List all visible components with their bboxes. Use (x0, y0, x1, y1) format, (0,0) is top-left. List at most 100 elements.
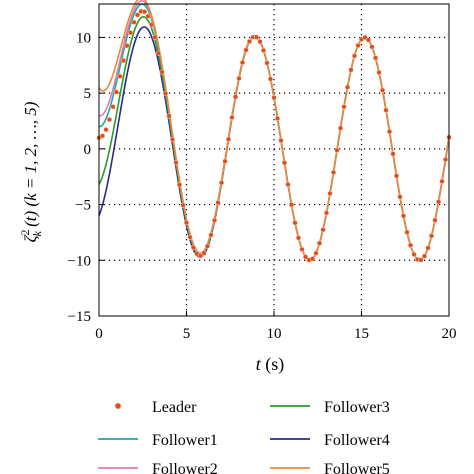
leader-point (239, 59, 246, 66)
leader-point (442, 156, 449, 163)
leader-point (439, 178, 445, 184)
leader-point (190, 245, 197, 251)
x-tick-label: 10 (267, 326, 282, 342)
leader-point (148, 22, 155, 28)
leader-point (285, 181, 291, 188)
leader-point (334, 147, 340, 153)
y-axis-label: ζ2k (t) (k = 1, 2, …, 5) (18, 101, 44, 242)
leader-point (152, 34, 158, 40)
leader-point (180, 202, 186, 208)
leader-point (428, 233, 435, 239)
leader-point (117, 73, 123, 79)
svg-text:ζ2k (t) (k = 1, 2, …, 5): ζ2k (t) (k = 1, 2, …, 5) (18, 101, 44, 242)
leader-point (253, 34, 260, 40)
leader-point (369, 44, 375, 50)
leader-point (232, 94, 239, 100)
y-tick-label: −10 (68, 253, 91, 269)
x-tick-label: 5 (183, 326, 191, 342)
leader-point (421, 253, 428, 259)
legend-item-follower1: Follower1 (98, 432, 218, 449)
y-axis-superscript: 2 (18, 229, 32, 235)
leader-point (341, 104, 347, 110)
leader-point (145, 13, 151, 19)
leader-point (337, 125, 344, 131)
grid-lines (99, 4, 449, 316)
leader-point (260, 47, 267, 54)
leader-point (281, 160, 288, 166)
leader-point (173, 160, 179, 166)
leader-point (309, 256, 316, 262)
leader-point (131, 19, 137, 25)
leader-point (302, 254, 309, 260)
leader-point (379, 87, 386, 93)
leader-point (411, 251, 417, 258)
leader-point (246, 38, 253, 45)
leader-point (288, 202, 295, 208)
y-tick-label: 10 (76, 30, 91, 46)
leader-point (376, 69, 382, 76)
leader-point (141, 9, 148, 15)
leader-point (295, 235, 302, 241)
leader-point (404, 229, 410, 235)
leader-point (124, 43, 130, 49)
leader-point (386, 129, 393, 135)
leader-point (351, 53, 358, 59)
y-axis-symbol: ζ (21, 234, 40, 242)
series-markers-leader (96, 8, 452, 263)
legend-item-leader: Leader (114, 399, 197, 416)
legend-item-follower2: Follower2 (98, 461, 218, 474)
leader-point (176, 182, 183, 188)
legend-label: Follower3 (324, 399, 390, 416)
leader-point (243, 47, 249, 53)
leader-point (418, 257, 424, 263)
x-axis-label: t (s) (256, 354, 285, 375)
leader-point (257, 39, 263, 45)
leader-point (372, 55, 379, 61)
leader-point (222, 158, 228, 164)
x-axis-variable: t (256, 354, 262, 374)
legend: Leader Follower1 Follower2 Follower3 Followe… (98, 399, 390, 474)
leader-point (271, 95, 277, 101)
y-tick-label: −5 (75, 198, 91, 214)
leader-point (201, 250, 207, 256)
leader-point (355, 42, 361, 49)
leader-point (229, 114, 235, 121)
legend-label: Follower2 (152, 461, 218, 474)
leader-point (187, 234, 193, 240)
series-layer (96, 0, 452, 263)
leader-point (435, 199, 442, 205)
leader-point (299, 246, 305, 252)
leader-point (344, 84, 351, 90)
leader-point (155, 50, 162, 56)
leader-point (320, 227, 326, 233)
series-line-follower3 (98, 16, 450, 262)
axis-ticks: 0 5 10 15 20 −15 −10 −5 0 5 10 (68, 30, 457, 342)
leader-point (267, 76, 274, 82)
x-tick-label: 20 (442, 326, 457, 342)
leader-point (110, 104, 116, 110)
series-line-follower1 (98, 3, 450, 262)
leader-point (183, 220, 190, 226)
y-axis-argument: (t) (k = 1, 2, …, 5) (21, 101, 40, 231)
legend-label: Follower5 (324, 461, 390, 474)
legend-marker (114, 402, 122, 410)
leader-point (400, 213, 407, 219)
series-line-follower4 (98, 26, 450, 262)
leader-point (292, 220, 298, 226)
leader-point (204, 243, 211, 249)
svg-text:t (s): t (s) (256, 354, 285, 375)
leader-point (215, 200, 221, 206)
legend-item-follower4: Follower4 (270, 432, 390, 449)
leader-point (159, 69, 165, 75)
x-tick-label: 15 (354, 326, 369, 342)
leader-point (432, 217, 438, 223)
leader-point (120, 57, 127, 64)
leader-point (106, 117, 113, 123)
leader-point (362, 34, 368, 41)
leader-point (225, 136, 232, 142)
leader-point (169, 136, 176, 143)
leader-point (197, 253, 204, 259)
leader-point (236, 75, 242, 81)
leader-point (407, 242, 414, 248)
leader-point (208, 232, 214, 238)
